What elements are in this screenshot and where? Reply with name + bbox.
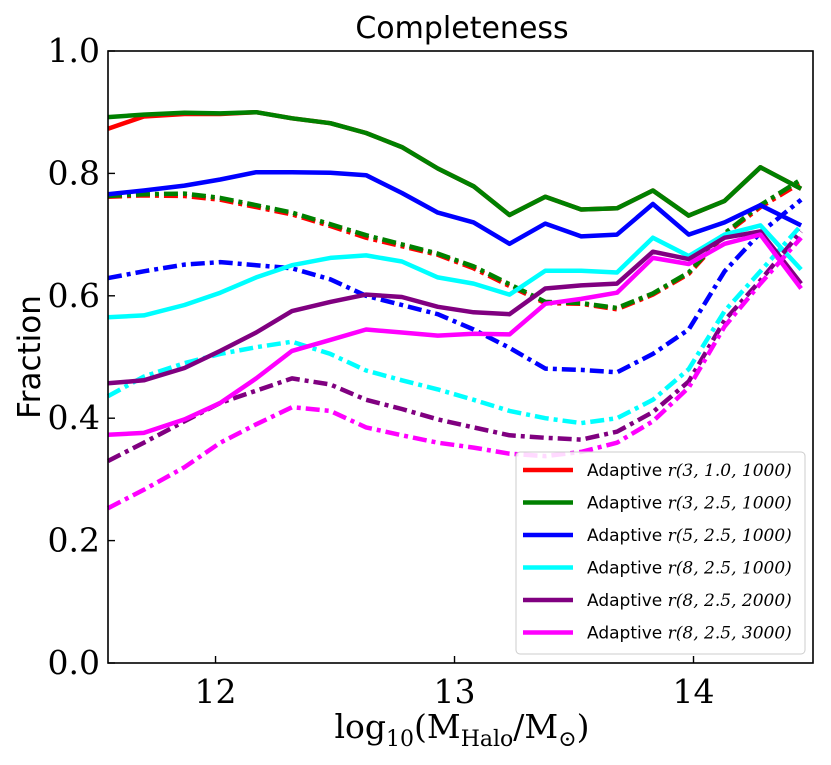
legend-entry-prefix: Adaptive	[587, 494, 668, 514]
y-tick-label: 0.2	[48, 521, 100, 560]
x-tick-label: 13	[434, 672, 476, 711]
y-tick-label: 0.8	[48, 153, 100, 192]
y-axis-label: Fraction	[12, 295, 48, 419]
legend-entry-prefix: Adaptive	[587, 624, 668, 644]
legend-entry-math: r(8, 2.5, 2000)	[668, 591, 792, 611]
y-tick-label: 1.0	[48, 31, 100, 70]
series-3-solid-line	[107, 169, 803, 247]
legend-entry-prefix: Adaptive	[587, 526, 668, 546]
series-4-dashdot-line	[106, 223, 803, 426]
legend-entry-math: r(5, 2.5, 1000)	[668, 526, 792, 546]
legend-entry-math: r(8, 2.5, 3000)	[668, 624, 792, 644]
legend-entry-prefix: Adaptive	[587, 559, 668, 579]
legend-entry-math: r(3, 1.0, 1000)	[668, 461, 792, 481]
legend: Adaptive r(3, 1.0, 1000)Adaptive r(3, 2.…	[515, 451, 806, 655]
plot-frame	[107, 50, 814, 664]
x-axis-label-log: log	[334, 707, 386, 746]
x-tick-label: 12	[195, 672, 237, 711]
series-2-solid-line	[107, 109, 803, 218]
series-1-dashdot-line	[107, 180, 803, 312]
x-tick-label: 14	[673, 672, 715, 711]
series-3-dashdot-line	[107, 197, 803, 375]
legend-entry-prefix: Adaptive	[587, 591, 668, 611]
axis-ticks: 12 13 14 0.0 0.2 0.4 0.6 0.8 1.0	[48, 31, 715, 711]
legend-box	[515, 451, 806, 655]
x-axis-label-open: (M	[414, 707, 461, 746]
x-axis-label-sub-sun: ⊙	[558, 727, 576, 752]
series-2-dashdot-line	[107, 177, 803, 311]
plot-lines	[106, 109, 803, 511]
series-4-solid-line	[107, 223, 803, 320]
legend-entry-1: Adaptive r(3, 1.0, 1000)	[587, 461, 792, 481]
y-tick-label: 0.4	[48, 398, 100, 437]
series-6-solid-line	[107, 232, 803, 437]
legend-entry-2: Adaptive r(3, 2.5, 1000)	[587, 494, 792, 514]
x-axis-label-slash: /M	[513, 707, 558, 746]
series-6-dashdot-line	[106, 236, 803, 511]
legend-entry-math: r(3, 2.5, 1000)	[668, 494, 792, 514]
legend-entry-4: Adaptive r(8, 2.5, 1000)	[587, 559, 792, 579]
x-axis-label-sub-halo: Halo	[461, 727, 514, 752]
series-5-solid-line	[107, 229, 803, 386]
legend-entry-prefix: Adaptive	[587, 461, 668, 481]
y-tick-label: 0.6	[48, 276, 100, 315]
legend-entry-6: Adaptive r(8, 2.5, 3000)	[587, 624, 792, 644]
x-axis-label: log10(MHalo/M⊙)	[334, 707, 589, 752]
x-axis-label-sub-10: 10	[386, 727, 414, 752]
chart-title: Completeness	[355, 11, 568, 46]
y-tick-label: 0.0	[48, 643, 100, 682]
legend-entry-3: Adaptive r(5, 2.5, 1000)	[587, 526, 792, 546]
legend-entry-math: r(8, 2.5, 1000)	[668, 559, 792, 579]
legend-entry-5: Adaptive r(8, 2.5, 2000)	[587, 591, 792, 611]
x-axis-label-close: )	[577, 707, 590, 746]
